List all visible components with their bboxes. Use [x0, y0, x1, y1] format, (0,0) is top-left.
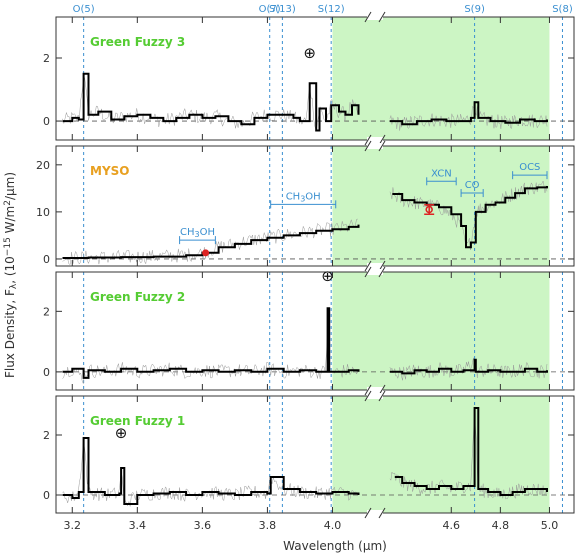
- data-point: [202, 249, 210, 257]
- spectrum-line: [62, 437, 360, 505]
- y-tick-label: 0: [43, 115, 50, 128]
- y-tick-label: 0: [43, 253, 50, 266]
- feature-label: XCN: [431, 168, 452, 179]
- y-tick-label: 0: [43, 366, 50, 379]
- axis-break-gap: [367, 387, 383, 393]
- y-axis-title-part: (10: [3, 256, 17, 276]
- panel-frame: [55, 16, 575, 141]
- axis-break-mark: [364, 140, 372, 152]
- axis-break-mark: [378, 140, 386, 152]
- axis-break-mark: [364, 384, 372, 396]
- axis-break-mark: [364, 507, 372, 519]
- axis-break-mark: [378, 507, 386, 519]
- axis-break-mark: [364, 260, 372, 272]
- panel-frame: [55, 145, 575, 267]
- x-tick-label: 3.4: [129, 519, 147, 532]
- y-axis-title-part: /μm): [3, 172, 17, 200]
- spectrum-line: [62, 72, 360, 132]
- y-axis-title-part: ,: [3, 276, 17, 284]
- spectrum-line: [62, 307, 360, 379]
- line-id-label: O(7): [259, 4, 281, 15]
- axis-break-mark: [364, 390, 372, 402]
- line-id-label: S(12): [318, 4, 345, 15]
- y-tick-label: 2: [43, 52, 50, 65]
- telluric-symbol: ⊕: [115, 424, 128, 442]
- axis-break-mark: [364, 134, 372, 146]
- panel-title: Green Fuzzy 3: [90, 35, 185, 49]
- y-axis-title-part: −15: [3, 237, 13, 256]
- axis-break-mark: [364, 266, 372, 278]
- axis-break-gap: [367, 137, 383, 143]
- axis-break-mark: [378, 390, 386, 402]
- x-tick-label: 3.2: [64, 519, 82, 532]
- raw-spectrum: [62, 440, 359, 507]
- shaded-band: [332, 396, 550, 513]
- panel-frame: [55, 271, 575, 391]
- panel-2: 0 10 20 MYSO: [36, 140, 575, 272]
- y-axis-title: Flux Density, Fλ, (10−15 W/m2/μm): [3, 172, 19, 378]
- x-tick-label: 3.8: [259, 519, 277, 532]
- spectrum-line: [389, 101, 548, 126]
- telluric-symbol: ⊕: [321, 267, 334, 285]
- y-tick-label: 2: [43, 305, 50, 318]
- axis-break-gap: [367, 510, 383, 516]
- panel-title: Green Fuzzy 1: [90, 414, 185, 428]
- axis-break-mark: [378, 11, 386, 23]
- axis-break-gap: [367, 263, 383, 269]
- panel-title: MYSO: [90, 164, 129, 178]
- panel-3: 0 2 Green Fuzzy 2: [43, 266, 575, 396]
- panel-4: 0 2 Green Fuzzy 1: [43, 390, 575, 519]
- x-tick-label: 4.8: [492, 519, 510, 532]
- raw-spectrum: [62, 77, 359, 131]
- line-id-label: O(5): [73, 4, 95, 15]
- feature-label: CH3OH: [180, 227, 215, 239]
- axis-break-mark: [378, 266, 386, 278]
- axis-break-gap: [367, 269, 383, 275]
- data-point: [425, 205, 433, 214]
- axis-break-gap: [367, 143, 383, 149]
- y-axis-title-part: Flux Density, F: [3, 289, 17, 378]
- y-axis-title-part: λ: [9, 283, 19, 289]
- x-tick-label: 3.6: [194, 519, 212, 532]
- feature-label: CO: [465, 180, 480, 191]
- shaded-band: [332, 146, 550, 266]
- spectrum-line: [392, 186, 548, 249]
- spectrum-line: [62, 224, 360, 259]
- axis-break-gap: [367, 14, 383, 20]
- y-axis-title-part: 2: [3, 200, 13, 206]
- panel-frame: [55, 395, 575, 514]
- x-tick-label: 4.0: [324, 519, 342, 532]
- y-tick-label: 2: [43, 429, 50, 442]
- axis-break-gap: [367, 393, 383, 399]
- y-tick-label: 0: [43, 489, 50, 502]
- y-tick-label: 10: [36, 206, 50, 219]
- x-tick-label: 4.6: [443, 519, 461, 532]
- panel-title: Green Fuzzy 2: [90, 290, 185, 304]
- axis-break-mark: [364, 11, 372, 23]
- spectrum-line: [389, 358, 548, 375]
- x-tick-label: 5.0: [541, 519, 559, 532]
- shaded-band: [332, 17, 550, 140]
- feature-label: OCS: [519, 162, 540, 173]
- line-id-label: S(8): [552, 4, 573, 15]
- y-tick-label: 20: [36, 159, 50, 172]
- line-id-label: S(9): [464, 4, 485, 15]
- y-axis-title-part: W/m: [3, 206, 17, 237]
- feature-label: CH3OH: [286, 191, 321, 203]
- raw-spectrum: [62, 323, 359, 384]
- line-id-label: S(13): [269, 4, 296, 15]
- spectrum-line: [394, 407, 548, 496]
- telluric-symbol: ⊕: [303, 44, 316, 62]
- x-axis-title: Wavelength (μm): [283, 539, 387, 553]
- panel-1: 0 2 Green Fuzzy 3: [43, 11, 575, 146]
